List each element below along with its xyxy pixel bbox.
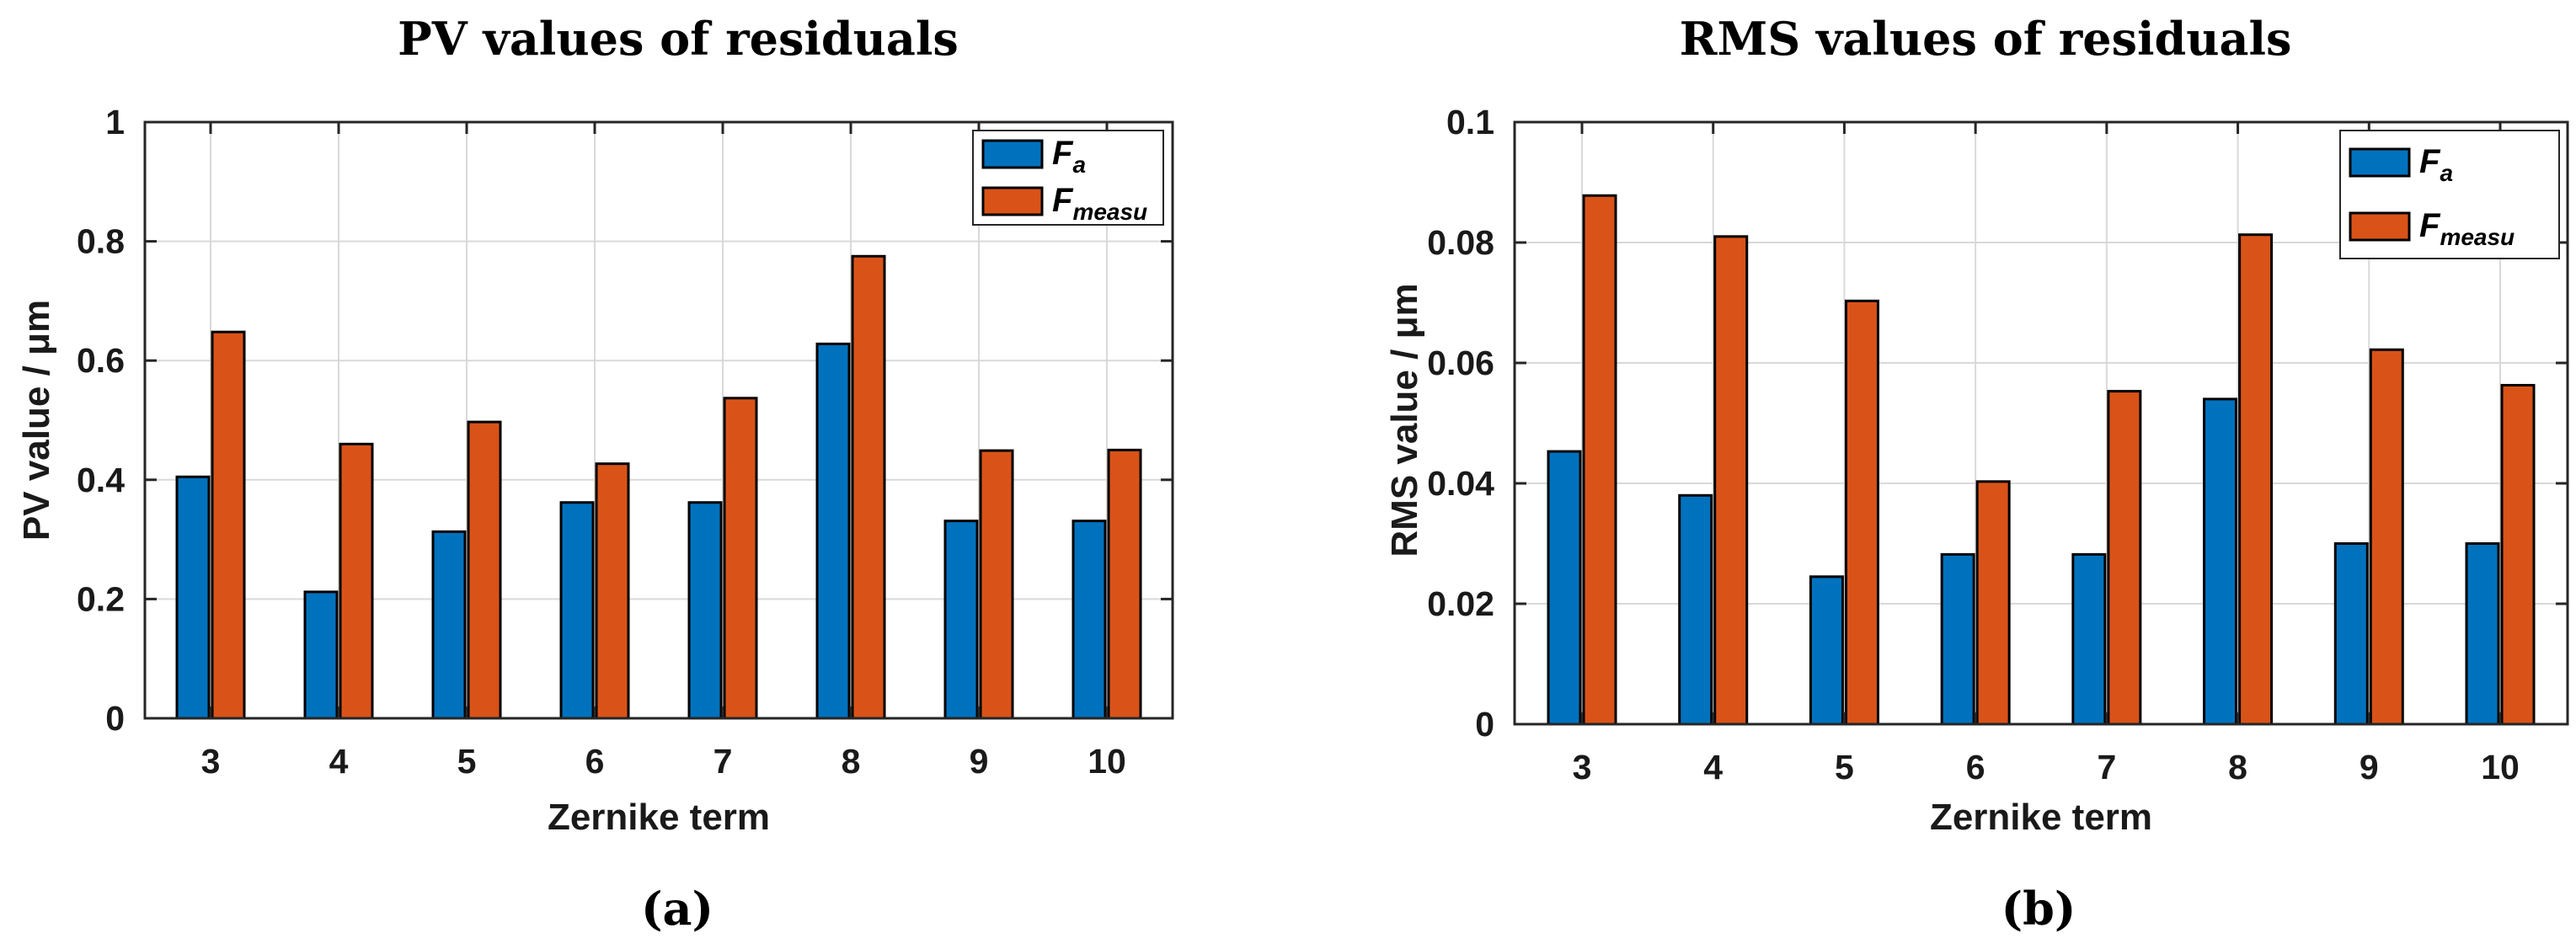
y-tick-label: 0.08 xyxy=(1427,223,1494,262)
bar-f-a-4 xyxy=(303,590,339,720)
x-tick-label: 5 xyxy=(1835,748,1854,786)
y-tick-label: 0 xyxy=(1475,705,1494,744)
bar-f-measu-9 xyxy=(2369,348,2404,726)
bar-f-a-9 xyxy=(943,520,979,720)
legend-label: Fa xyxy=(1052,135,1086,178)
bar-f-a-3 xyxy=(1547,450,1582,726)
bar-f-measu-6 xyxy=(595,462,630,720)
chart-title: PV values of residuals xyxy=(398,12,959,66)
bar-f-a-5 xyxy=(1809,575,1844,726)
bar-f-a-3 xyxy=(175,475,211,720)
y-axis-label: PV value / μm xyxy=(16,300,57,541)
y-tick-label: 0.8 xyxy=(77,222,125,261)
bar-f-measu-8 xyxy=(2238,233,2274,726)
x-axis-label: Zernike term xyxy=(548,797,770,838)
bar-f-measu-3 xyxy=(1582,194,1617,726)
bar-f-a-8 xyxy=(815,342,851,720)
axes-box xyxy=(143,120,1174,720)
x-tick-label: 5 xyxy=(457,742,477,781)
legend: Fa Fmeasu xyxy=(2339,130,2560,259)
bar-f-measu-9 xyxy=(979,449,1014,720)
bar-f-a-10 xyxy=(2465,542,2500,726)
legend-label: Fa xyxy=(2419,143,2453,186)
ticks: 0 0.2 0.4 0.6 0.8 1 3 4 5 6 7 8 9 10 xyxy=(77,103,1173,781)
legend-swatch xyxy=(2349,147,2411,178)
panel-caption: (a) xyxy=(641,882,713,936)
x-tick-label: 4 xyxy=(329,742,349,781)
bar-f-a-7 xyxy=(687,501,723,720)
bar-f-a-7 xyxy=(2071,552,2107,726)
bar-f-a-6 xyxy=(1940,552,1975,726)
x-axis-label: Zernike term xyxy=(1930,797,2152,838)
x-tick-label: 8 xyxy=(2228,748,2247,786)
x-tick-label: 9 xyxy=(970,742,989,781)
y-tick-label: 0.4 xyxy=(77,461,125,499)
bar-f-measu-3 xyxy=(211,330,246,720)
x-tick-label: 4 xyxy=(1703,748,1723,786)
y-tick-label: 0.06 xyxy=(1427,344,1494,382)
bar-f-measu-6 xyxy=(1975,480,2011,726)
panel-caption: (b) xyxy=(2001,882,2076,936)
x-tick-label: 9 xyxy=(2360,748,2379,786)
legend-label: Fmeasu xyxy=(1052,182,1147,225)
legend-swatch xyxy=(981,139,1044,169)
y-tick-label: 0.2 xyxy=(77,579,125,618)
y-tick-label: 0.02 xyxy=(1427,584,1494,623)
x-tick-label: 7 xyxy=(713,742,733,781)
bar-f-a-10 xyxy=(1072,520,1107,720)
bar-f-a-4 xyxy=(1678,493,1713,726)
bar-f-measu-10 xyxy=(1107,448,1142,720)
legend-swatch xyxy=(2349,211,2411,242)
x-tick-label: 3 xyxy=(1573,748,1592,786)
y-tick-label: 0.6 xyxy=(77,341,125,380)
ticks: 0 0.02 0.04 0.06 0.08 0.1 3 4 5 6 7 8 9 10 xyxy=(1427,103,2568,786)
bar-f-measu-4 xyxy=(1713,235,1749,726)
bar-f-a-8 xyxy=(2203,397,2238,726)
y-tick-label: 0.1 xyxy=(1446,103,1494,141)
bar-f-measu-8 xyxy=(851,254,886,720)
y-axis-label: RMS value / μm xyxy=(1384,283,1425,557)
bar-f-measu-7 xyxy=(723,397,758,720)
x-tick-label: 8 xyxy=(842,742,861,781)
bar-f-measu-10 xyxy=(2500,383,2536,726)
bar-f-measu-5 xyxy=(467,420,502,720)
legend-label: Fmeasu xyxy=(2419,207,2515,250)
y-tick-label: 0.04 xyxy=(1427,464,1494,503)
bar-f-measu-5 xyxy=(1844,299,1879,726)
x-tick-label: 6 xyxy=(585,742,605,781)
chart-panel-b: RMS values of residuals 0 0.02 0.04 0.06 0.0… xyxy=(1384,12,2569,936)
x-tick-label: 6 xyxy=(1966,748,1985,786)
bar-f-a-9 xyxy=(2333,542,2369,726)
chart-title: RMS values of residuals xyxy=(1680,12,2292,66)
x-tick-label: 7 xyxy=(2097,748,2116,786)
x-tick-label: 10 xyxy=(2481,748,2520,786)
bar-f-measu-7 xyxy=(2107,390,2142,726)
bars xyxy=(1547,194,2536,726)
x-tick-label: 3 xyxy=(201,742,221,781)
x-tick-label: 10 xyxy=(1088,742,1126,781)
legend-swatch xyxy=(981,186,1044,216)
bar-f-measu-4 xyxy=(339,442,374,720)
bar-f-a-5 xyxy=(431,530,467,720)
chart-panel-a: PV values of residuals 0 0.2 0.4 0.6 0.8 1 3 4 5… xyxy=(16,12,1174,936)
axes-box xyxy=(1513,120,2569,726)
bar-f-a-6 xyxy=(559,501,595,720)
bars xyxy=(175,254,1142,720)
y-tick-label: 0 xyxy=(105,699,125,738)
y-tick-label: 1 xyxy=(105,103,125,141)
